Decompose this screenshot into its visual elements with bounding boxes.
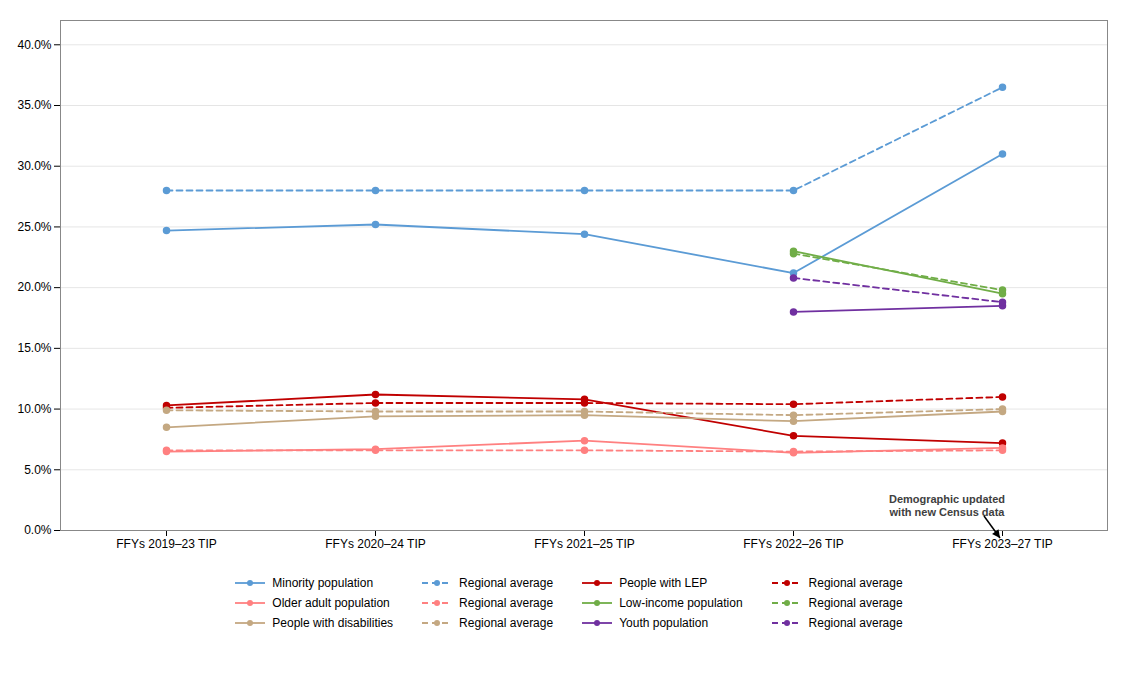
html-text:Regional average: Regional average — [808, 616, 903, 630]
svg-text:FFYs 2020–24 TIP: FFYs 2020–24 TIP — [325, 537, 426, 551]
html-text:Minority population: Minority population — [272, 576, 374, 590]
svg-text:FFYs 2021–25 TIP: FFYs 2021–25 TIP — [534, 537, 635, 551]
html-text:Regional average: Regional average — [459, 616, 554, 630]
svg-text:0.0%: 0.0% — [24, 523, 52, 537]
svg-text:15.0%: 15.0% — [17, 341, 51, 355]
svg-text:5.0%: 5.0% — [24, 463, 52, 477]
html-text:Regional average: Regional average — [808, 576, 903, 590]
html-text:Low-income population: Low-income population — [619, 596, 743, 610]
svg-text:35.0%: 35.0% — [17, 98, 51, 112]
svg-text:FFYs 2019–23 TIP: FFYs 2019–23 TIP — [116, 537, 217, 551]
svg-text:FFYs 2023–27 TIP: FFYs 2023–27 TIP — [952, 537, 1053, 551]
html-text:Older adult population: Older adult population — [272, 596, 390, 610]
svg-text:Demographic updatedwith new Ce: Demographic updatedwith new Census data — [889, 493, 1006, 518]
html-text:Youth population: Youth population — [619, 616, 709, 630]
svg-text:FFYs 2022–26 TIP: FFYs 2022–26 TIP — [743, 537, 844, 551]
svg-text:20.0%: 20.0% — [17, 280, 51, 294]
html-text:People with LEP: People with LEP — [619, 576, 708, 590]
svg-text:40.0%: 40.0% — [17, 38, 51, 52]
html-text:Regional average: Regional average — [459, 576, 554, 590]
html-text:People with disabilities: People with disabilities — [272, 616, 394, 630]
svg-text:25.0%: 25.0% — [17, 220, 51, 234]
svg-text:10.0%: 10.0% — [17, 402, 51, 416]
html-text:Regional average: Regional average — [808, 596, 903, 610]
svg-text:30.0%: 30.0% — [17, 159, 51, 173]
html-text:Regional average: Regional average — [459, 596, 554, 610]
